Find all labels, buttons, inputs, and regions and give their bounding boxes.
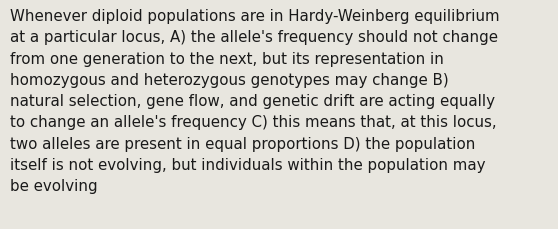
Text: Whenever diploid populations are in Hardy-Weinberg equilibrium
at a particular l: Whenever diploid populations are in Hard… — [10, 9, 499, 193]
